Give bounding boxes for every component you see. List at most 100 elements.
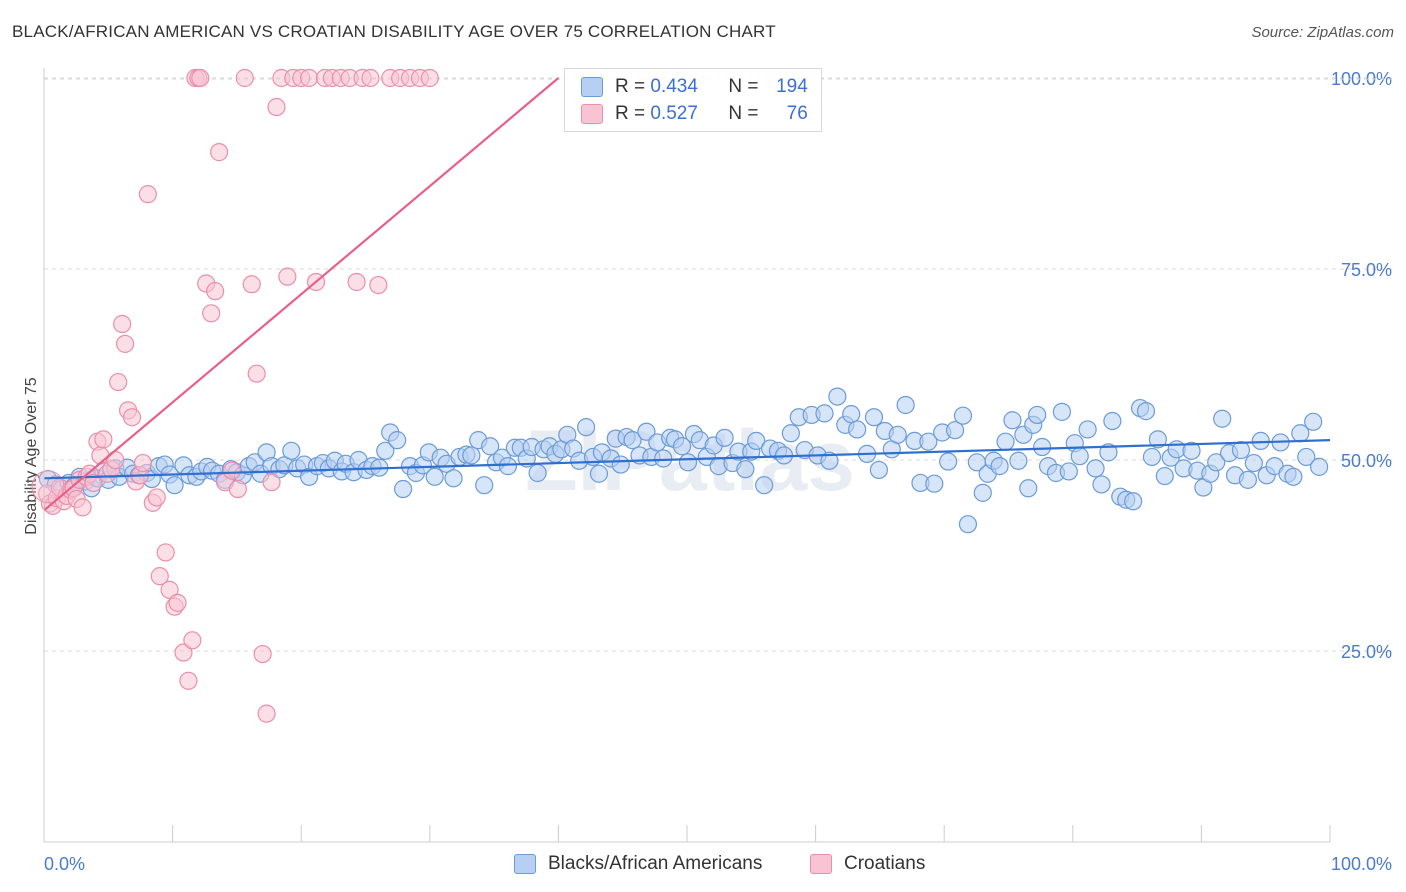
point-blacks — [1078, 420, 1097, 439]
point-blacks — [958, 515, 978, 534]
point-croatians — [109, 372, 128, 392]
point-croatians — [347, 272, 366, 292]
point-croatians — [147, 488, 166, 507]
x-tick-label-max: 100.0% — [1331, 854, 1392, 874]
point-croatians — [209, 143, 229, 162]
y-tick-label: 50.0% — [1341, 451, 1392, 471]
x-tick-label-min: 0.0% — [44, 854, 85, 874]
point-blacks — [1297, 447, 1316, 467]
point-blacks — [637, 422, 656, 441]
point-blacks — [576, 418, 596, 437]
point-croatians — [235, 68, 254, 88]
point-croatians — [300, 68, 319, 88]
point-blacks — [781, 424, 800, 443]
point-croatians — [168, 593, 187, 612]
legend-r-value: 0.527 — [650, 103, 698, 124]
stats-legend: R = 0.434 N = 194 R = 0.527 N = 76 — [564, 68, 822, 132]
source-label: Source: ZipAtlas.com — [1251, 24, 1394, 41]
point-blacks — [815, 404, 834, 423]
point-croatians — [150, 567, 169, 586]
point-blacks — [820, 451, 839, 470]
legend-swatch-pink — [581, 104, 603, 124]
point-croatians — [138, 185, 157, 204]
point-blacks — [1003, 411, 1022, 430]
point-blacks — [611, 455, 630, 474]
point-blacks — [1244, 453, 1263, 473]
legend-row-blacks: R = 0.434 N = 194 — [581, 75, 808, 99]
point-croatians — [262, 473, 281, 492]
point-blacks — [388, 431, 407, 450]
point-blacks — [939, 452, 958, 471]
point-blacks — [888, 425, 907, 444]
point-blacks — [623, 431, 642, 450]
point-blacks — [996, 432, 1015, 451]
point-croatians — [84, 473, 103, 493]
y-tick-label: 75.0% — [1341, 260, 1392, 280]
point-blacks — [1213, 409, 1232, 428]
legend-n-value: 194 — [776, 76, 808, 97]
point-blacks — [925, 474, 944, 493]
trend-lines — [43, 77, 1331, 512]
point-croatians — [278, 267, 297, 286]
point-croatians — [206, 282, 225, 301]
point-croatians — [222, 461, 242, 480]
point-blacks — [1238, 470, 1257, 489]
point-blacks — [864, 408, 884, 427]
point-croatians — [174, 643, 193, 662]
point-blacks — [1033, 437, 1052, 457]
point-blacks — [1251, 431, 1270, 450]
point-croatians — [369, 275, 388, 295]
point-blacks — [869, 460, 889, 480]
point-blacks — [945, 421, 965, 440]
point-blacks — [755, 476, 774, 495]
point-blacks — [1103, 411, 1122, 431]
point-blacks — [953, 406, 973, 425]
bottom-legend-label: Blacks/African Americans — [548, 853, 763, 874]
point-blacks — [919, 432, 938, 451]
point-croatians — [106, 450, 125, 470]
point-blacks — [1142, 447, 1162, 467]
point-blacks — [444, 469, 463, 488]
trend-line-croatians — [43, 77, 560, 512]
point-blacks — [842, 405, 861, 424]
bottom-legend-blacks[interactable]: Blacks/African Americans — [514, 852, 762, 876]
point-blacks — [848, 420, 867, 439]
point-blacks — [896, 395, 915, 415]
bottom-legend-croatians[interactable]: Croatians — [810, 852, 925, 876]
point-blacks — [1310, 457, 1329, 476]
legend-r-label: R = — [615, 103, 646, 124]
point-croatians — [242, 275, 261, 294]
point-croatians — [228, 479, 247, 499]
point-croatians — [191, 68, 210, 88]
point-croatians — [253, 644, 272, 664]
point-blacks — [1009, 451, 1028, 470]
point-croatians — [113, 314, 132, 334]
point-blacks — [1136, 402, 1156, 421]
point-croatians — [122, 408, 142, 427]
point-blacks — [589, 464, 609, 483]
point-croatians — [247, 364, 266, 383]
point-blacks — [1207, 453, 1226, 472]
point-blacks — [1086, 459, 1105, 478]
point-croatians — [73, 498, 92, 517]
point-blacks — [1182, 441, 1201, 460]
point-blacks — [1059, 462, 1078, 481]
point-blacks — [1052, 402, 1072, 421]
axis-layer: 0.0% 100.0% — [43, 68, 1392, 874]
point-blacks — [828, 387, 847, 406]
point-blacks — [654, 449, 673, 468]
y-tick-label: 100.0% — [1331, 69, 1392, 89]
legend-swatch-blue — [581, 77, 603, 97]
point-blacks — [376, 441, 395, 460]
point-blacks — [990, 457, 1009, 476]
legend-r-value: 0.434 — [650, 76, 698, 97]
point-croatians — [257, 704, 276, 723]
grid-layer: 25.0% 50.0% 75.0% 100.0% — [44, 69, 1392, 662]
point-croatians — [183, 631, 202, 650]
point-blacks — [393, 479, 413, 499]
point-croatians — [94, 430, 113, 449]
point-blacks — [425, 467, 444, 486]
point-croatians — [420, 68, 439, 88]
point-blacks — [1099, 443, 1118, 462]
point-blacks — [282, 441, 301, 460]
